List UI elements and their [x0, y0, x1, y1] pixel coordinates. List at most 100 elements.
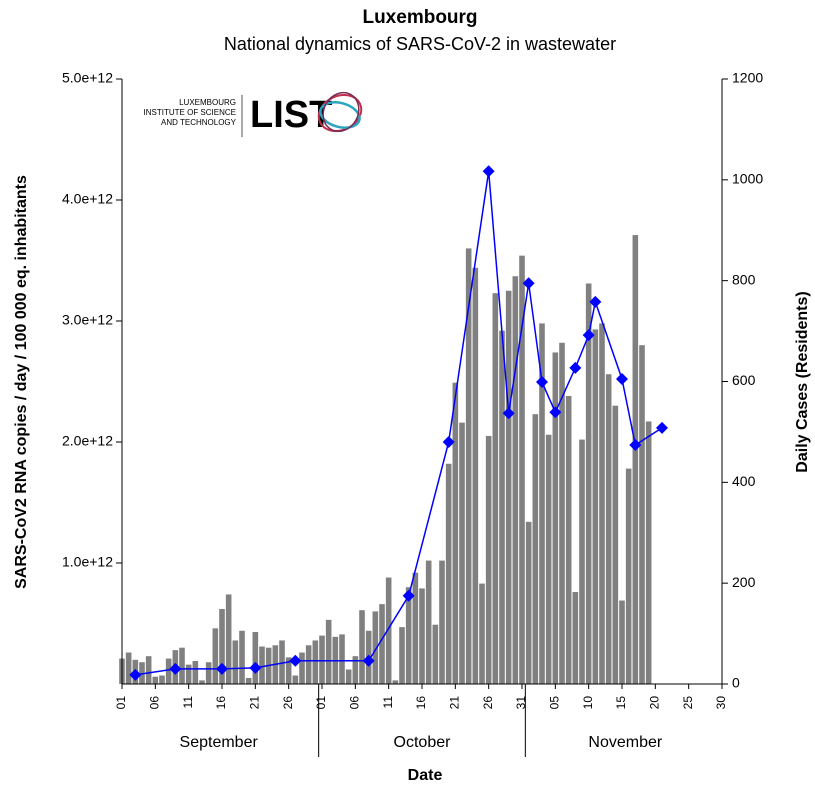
bar [165, 658, 172, 684]
bar [539, 323, 545, 684]
x-tick-label: 31 [514, 696, 528, 710]
bar [225, 594, 232, 684]
cases-marker [582, 329, 595, 342]
x-tick-label: 01 [314, 696, 328, 710]
bar [592, 329, 599, 684]
y2-tick-label: 200 [732, 574, 756, 590]
x-tick-label: 05 [548, 696, 562, 710]
y-tick-label: 4.0e+12 [62, 191, 113, 207]
bar [632, 235, 639, 684]
bar [152, 676, 159, 684]
cases-marker [589, 295, 602, 308]
y2-axis-title: Daily Cases (Residents) [794, 291, 811, 472]
x-tick-label: 11 [181, 696, 195, 709]
y2-tick-label: 1200 [732, 70, 763, 86]
bar [552, 352, 559, 684]
cases-marker [169, 662, 182, 675]
cases-marker [249, 661, 262, 674]
logo: LUXEMBOURG INSTITUTE OF SCIENCE AND TECH… [144, 91, 363, 137]
x-tick-label: 06 [148, 696, 162, 710]
x-tick-label: 01 [114, 696, 128, 710]
bar [465, 248, 472, 684]
bar [572, 592, 579, 684]
y-tick-label: 1.0e+12 [62, 554, 113, 570]
bar [392, 680, 399, 684]
y-axis-title: SARS-CoV2 RNA copies / day / 100 000 eq.… [13, 175, 30, 589]
bar [239, 630, 245, 684]
bar [565, 396, 572, 684]
bar [299, 652, 305, 684]
y-tick-label: 5.0e+12 [62, 70, 113, 86]
bar [525, 521, 532, 684]
bar [532, 414, 539, 684]
cases-marker [402, 589, 415, 602]
bar [212, 628, 219, 684]
bar [279, 640, 285, 684]
bar [245, 677, 252, 684]
y2-tick-label: 800 [732, 271, 756, 287]
bar [612, 405, 619, 684]
bar [292, 675, 299, 684]
y2-tick-label: 1000 [732, 171, 763, 187]
bar [645, 421, 652, 684]
x-tick-label: 26 [281, 696, 295, 710]
bar [159, 675, 165, 684]
bar [219, 608, 225, 684]
bar [519, 255, 525, 684]
x-tick-label: 25 [681, 696, 695, 710]
bar [419, 588, 425, 684]
bar [599, 323, 605, 684]
bar [425, 560, 432, 684]
x-tick-label: 21 [248, 696, 262, 710]
y-tick-label: 2.0e+12 [62, 433, 113, 449]
bar [125, 652, 132, 684]
cases-marker [502, 407, 515, 420]
cases-marker [616, 372, 628, 385]
bar [325, 619, 332, 684]
bar [479, 583, 485, 684]
y2-tick-label: 0 [732, 675, 740, 691]
cases-marker [482, 165, 495, 178]
bar [512, 276, 519, 684]
bar [445, 463, 452, 684]
bar [319, 635, 325, 684]
bar [145, 656, 152, 684]
bar [399, 627, 405, 684]
x-tick-label: 15 [614, 696, 628, 710]
x-tick-label: 16 [214, 696, 228, 710]
month-label: November [588, 734, 662, 751]
bar [199, 680, 205, 684]
cases-marker [362, 654, 375, 667]
logo-text: AND TECHNOLOGY [161, 118, 237, 127]
bar [559, 342, 565, 684]
bar [459, 422, 465, 684]
bar [472, 267, 479, 684]
bar [305, 645, 312, 684]
bar [179, 647, 185, 684]
x-axis-title: Date [408, 767, 443, 784]
month-label: September [180, 734, 259, 751]
cases-marker [129, 668, 142, 681]
bar [605, 374, 612, 684]
x-tick-label: 26 [481, 696, 495, 710]
x-tick-label: 20 [648, 696, 662, 710]
x-tick-label: 06 [348, 696, 362, 710]
bar [339, 634, 345, 684]
bar [359, 610, 365, 684]
logo-ring [322, 91, 360, 133]
y-tick-label: 3.0e+12 [62, 312, 113, 328]
bar [412, 572, 419, 684]
logo-text: LUXEMBOURG [179, 98, 236, 107]
bar [492, 293, 499, 684]
chart-subtitle: National dynamics of SARS-CoV-2 in waste… [224, 34, 616, 54]
month-label: October [394, 734, 452, 751]
bar [385, 577, 392, 684]
bar [485, 435, 492, 684]
bar [252, 631, 259, 684]
cases-marker [629, 439, 642, 452]
cases-marker [536, 376, 548, 389]
bar [505, 290, 512, 684]
bar [619, 600, 625, 684]
bar [585, 283, 592, 684]
